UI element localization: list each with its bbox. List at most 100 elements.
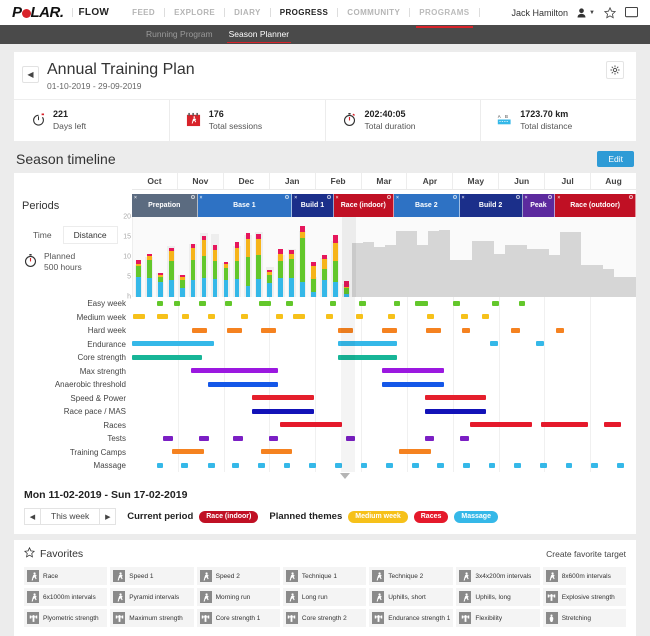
period-block[interactable]: × Peak [522,193,556,217]
nav-item-community[interactable]: COMMUNITY [347,8,401,17]
chart-week-slot[interactable] [155,217,166,297]
chart-week-slot[interactable] [297,217,308,297]
gantt-bar[interactable] [393,300,401,306]
gantt-bar[interactable] [603,422,622,428]
gantt-bar[interactable] [555,327,565,333]
favorite-item[interactable]: 6x1000m intervals [24,588,108,607]
favorite-item[interactable]: Flexibility [456,609,540,628]
gantt-bar[interactable] [426,314,434,320]
nav-item-explore[interactable]: EXPLORE [174,8,216,17]
gantt-bar[interactable] [437,462,445,468]
nav-item-programs[interactable]: PROGRAMS [410,3,478,28]
gantt-track[interactable] [132,418,636,432]
gantt-bar[interactable] [181,462,188,468]
gantt-bar[interactable] [460,314,468,320]
gantt-bar[interactable] [381,381,444,387]
gantt-bar[interactable] [261,449,293,455]
gantt-bar[interactable] [233,435,244,441]
gantt-bar[interactable] [388,314,396,320]
chart-week-slot[interactable] [384,217,396,297]
gear-icon[interactable] [606,61,624,79]
gantt-bar[interactable] [156,314,169,320]
gantt-bar[interactable] [132,354,203,360]
prev-arrow-icon[interactable]: ◀ [24,508,41,526]
gantt-track[interactable] [132,458,636,473]
chart-week-slot[interactable] [472,217,483,297]
period-block[interactable]: × Race (outdoor) [555,193,636,217]
gantt-bar[interactable] [381,368,444,374]
gantt-bar[interactable] [133,314,145,320]
gantt-bar[interactable] [232,462,240,468]
favorite-item[interactable]: Speed 2 [196,567,280,586]
gantt-bar[interactable] [207,462,215,468]
user-icon[interactable] [577,7,586,18]
gantt-bar[interactable] [283,462,291,468]
chevron-down-icon[interactable]: ▼ [589,9,595,16]
gantt-bar[interactable] [461,327,471,333]
chart-week-slot[interactable] [526,217,538,297]
nav-item-progress[interactable]: PROGRESS [279,8,329,17]
gantt-bar[interactable] [591,462,598,468]
gantt-track[interactable] [132,391,636,405]
gantt-track[interactable] [132,445,636,459]
notification-icon[interactable] [625,6,638,19]
gantt-track[interactable] [132,364,636,378]
chart-week-slot[interactable] [275,217,286,297]
gantt-bar[interactable] [259,300,271,306]
chart-week-slot[interactable] [341,217,352,297]
favorite-item[interactable]: Technique 1 [282,567,367,586]
chart-week-slot[interactable] [330,217,341,297]
favorite-item[interactable]: Core strength 1 [196,609,280,628]
gantt-bar[interactable] [463,462,470,468]
favorite-item[interactable]: Explosive strength [542,588,626,607]
gantt-bar[interactable] [414,300,428,306]
gantt-bar[interactable] [191,327,207,333]
gantt-bar[interactable] [156,462,164,468]
back-arrow-icon[interactable]: ◀ [22,66,39,83]
period-block[interactable]: × Prepation [132,193,198,217]
gantt-track[interactable] [132,296,636,311]
gantt-track[interactable] [132,323,636,338]
gantt-bar[interactable] [425,327,441,333]
chart-week-slot[interactable] [570,217,582,297]
chart-week-slot[interactable] [199,217,210,297]
chart-week-slot[interactable] [395,217,407,297]
chart-week-slot[interactable] [253,217,264,297]
tab-distance[interactable]: Distance [62,225,118,244]
gantt-bar[interactable] [224,300,232,306]
gantt-track[interactable] [132,350,636,365]
chart-week-slot[interactable] [177,217,188,297]
chart-week-slot[interactable] [581,217,593,297]
chart-week-slot[interactable] [504,217,516,297]
chart-week-slot[interactable] [439,217,451,297]
tab-time[interactable]: Time [22,225,63,244]
gantt-bar[interactable] [251,395,314,401]
gantt-bar[interactable] [338,341,397,347]
gantt-bar[interactable] [258,462,265,468]
gantt-bar[interactable] [539,462,547,468]
create-favorite-target-link[interactable]: Create favorite target [546,549,626,560]
gantt-track[interactable] [132,377,636,392]
chart-week-slot[interactable] [559,217,571,297]
subnav-item-running-program[interactable]: Running Program [146,29,213,39]
chart-week-slot[interactable] [362,217,374,297]
gantt-bar[interactable] [470,422,533,428]
chart-week-slot[interactable] [242,217,253,297]
gantt-bar[interactable] [345,435,356,441]
gantt-bar[interactable] [156,300,164,306]
gantt-bar[interactable] [162,435,173,441]
gantt-bar[interactable] [535,341,545,347]
period-block[interactable]: × Base 2 [394,193,460,217]
gantt-bar[interactable] [489,341,499,347]
chart-week-slot[interactable] [210,217,221,297]
gantt-bar[interactable] [240,314,248,320]
favorite-item[interactable]: Plyometric strength [24,609,108,628]
favorite-item[interactable]: Core strength 2 [282,609,367,628]
favorite-item[interactable]: Maximum strength [110,609,194,628]
edit-button[interactable]: Edit [597,150,634,167]
gantt-bar[interactable] [285,300,293,306]
gantt-bar[interactable] [511,327,520,333]
gantt-bar[interactable] [132,341,215,347]
chart-week-slot[interactable] [515,217,527,297]
chart-week-slot[interactable] [603,217,615,297]
